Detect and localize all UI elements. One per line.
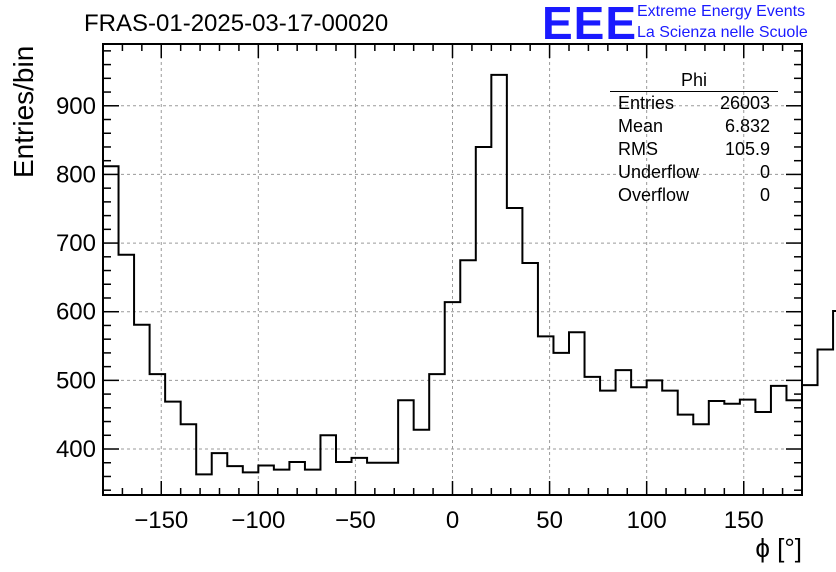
stats-label: RMS (618, 139, 658, 159)
axis-ticks: −150 −100 −50 0 50 100 150 400 500 600 700 800 900 (56, 44, 803, 534)
x-tick-label: −100 (231, 507, 285, 534)
histogram-bin (119, 255, 135, 495)
stats-row-rms: RMS 105.9 (610, 138, 778, 161)
histogram-bin (600, 391, 616, 495)
logo-text-line1: Extreme Energy Events (637, 3, 806, 20)
histogram-bin (569, 332, 585, 495)
x-tick-label: −50 (335, 507, 376, 534)
x-axis-label: ϕ [°] (755, 533, 802, 563)
stats-label: Overflow (618, 185, 690, 205)
x-tick-label: −150 (134, 507, 188, 534)
y-axis-label: Entries/bin (8, 45, 39, 178)
histogram-line (103, 73, 836, 476)
y-tick-label: 600 (56, 299, 96, 326)
histogram-bin (709, 401, 725, 495)
stats-value: 26003 (719, 93, 770, 113)
histogram-bin (616, 370, 632, 495)
histogram-bin (165, 402, 181, 495)
histogram-bin (538, 336, 554, 495)
x-tick-label: 100 (627, 507, 667, 534)
histogram-bin (507, 208, 523, 495)
stats-value: 0 (759, 185, 770, 205)
grid-lines (103, 44, 802, 495)
histogram-bin (662, 391, 678, 495)
histogram-bin (476, 147, 492, 495)
stats-box: Phi Entries 26003 Mean 6.832 RMS 105.9 U… (610, 70, 778, 207)
stats-value: 6.832 (724, 116, 770, 136)
histogram-bin (522, 263, 538, 495)
histogram-bin (631, 387, 647, 495)
y-tick-label: 400 (56, 436, 96, 463)
histogram-bin (740, 400, 756, 495)
y-tick-label: 800 (56, 161, 96, 188)
eee-logo: EEE (542, 0, 638, 49)
histogram-bin (491, 75, 507, 495)
y-tick-label: 900 (56, 93, 96, 120)
stats-row-mean: Mean 6.832 (610, 115, 778, 138)
stats-label: Underflow (618, 162, 700, 182)
stats-row-entries: Entries 26003 (610, 92, 778, 115)
y-tick-label: 700 (56, 230, 96, 257)
stats-label: Entries (618, 93, 675, 113)
histogram-bin (336, 462, 352, 495)
histogram-bin (274, 470, 290, 495)
x-tick-label: 150 (724, 507, 764, 534)
y-tick-label: 500 (56, 367, 96, 394)
stats-label: Mean (618, 116, 664, 136)
histogram-bin (693, 424, 709, 495)
stats-row-overflow: Overflow 0 (610, 184, 778, 207)
histogram-series (103, 73, 836, 495)
stats-title: Phi (610, 70, 778, 92)
stats-value: 0 (759, 162, 770, 182)
histogram-bin (818, 349, 834, 495)
histogram-bin (320, 435, 336, 495)
histogram-bin (134, 325, 150, 495)
histogram-bin (181, 424, 197, 495)
histogram-bin (647, 380, 663, 495)
histogram-bin (771, 386, 787, 495)
stats-row-underflow: Underflow 0 (610, 161, 778, 184)
x-tick-label: 50 (536, 507, 563, 534)
histogram-bin (150, 374, 166, 495)
histogram-bin (383, 463, 399, 495)
chart-title: FRAS-01-2025-03-17-00020 (84, 10, 389, 37)
histogram-bin (553, 353, 569, 495)
histogram-bin (196, 474, 212, 495)
histogram-bin (429, 374, 445, 495)
histogram-bin (398, 400, 414, 495)
histogram-bin (258, 465, 274, 495)
histogram-bin (802, 385, 818, 495)
histogram-bin (414, 430, 430, 495)
histogram-bin (585, 377, 601, 495)
histogram-bin (678, 415, 694, 495)
histogram-bin (227, 466, 243, 495)
histogram-bin (460, 260, 476, 495)
histogram-bin (305, 470, 321, 495)
histogram-bin (755, 412, 771, 495)
logo-text-line2: La Scienza nelle Scuole (637, 24, 808, 41)
histogram-bin (724, 404, 740, 495)
histogram-bin (786, 400, 802, 495)
x-tick-label: 0 (446, 507, 459, 534)
histogram-bin (243, 472, 259, 495)
stats-value: 105.9 (724, 139, 770, 159)
histogram-bin (445, 302, 461, 495)
histogram-bin (352, 458, 368, 495)
